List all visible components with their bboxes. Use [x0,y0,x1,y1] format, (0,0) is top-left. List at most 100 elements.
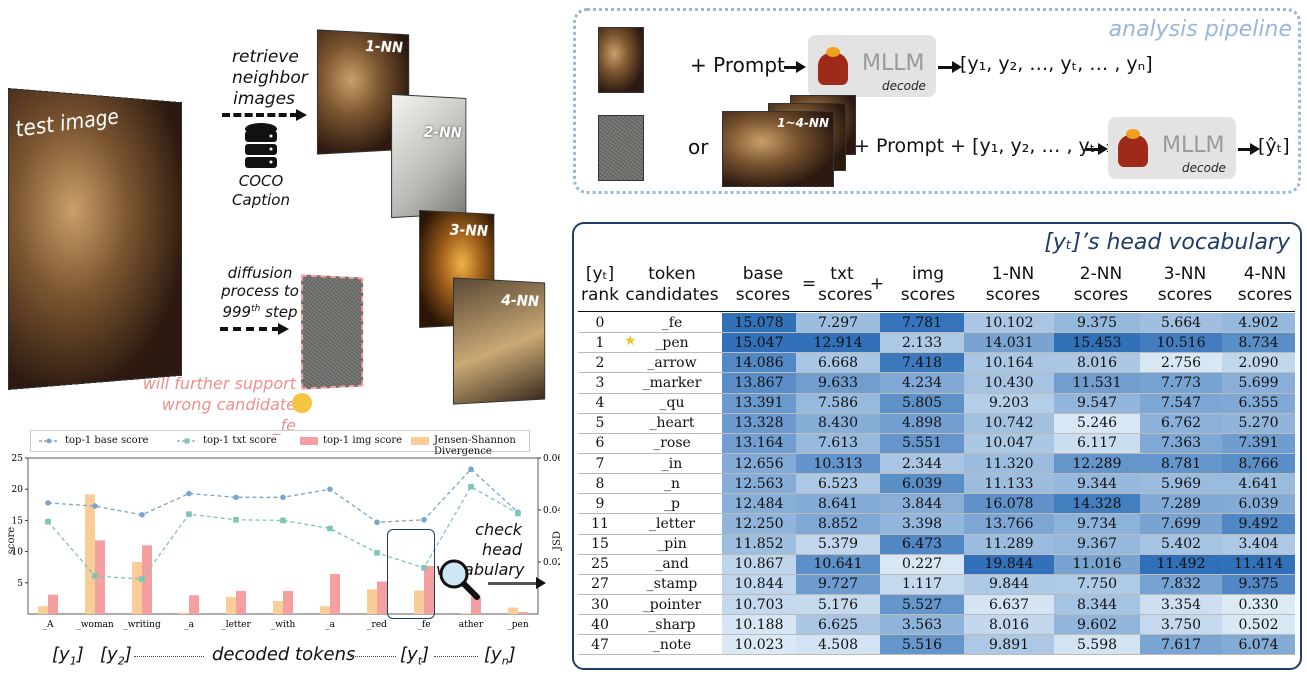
base-score-point [468,466,474,473]
x-tick-label: _pen [507,620,529,630]
score-cell: 16.078 [964,493,1054,514]
token-cell: _p [622,494,722,514]
prompt1-arrow [784,61,806,73]
txt-score-point [45,518,51,525]
header-col-5-line-0: + [869,274,885,294]
header-col-1-line-1: candidates [625,285,719,305]
score-cell: 5.805 [880,393,964,414]
base-score-point [374,519,380,526]
score-cell: 8.641 [796,493,880,514]
header-col-1: token candidates [622,264,722,306]
score-chart: _A _woman _writing _a _letter _with _a _red _fe a… [12,454,560,630]
or-label: or [688,135,709,159]
header-col-7-line-1: scores [985,285,1041,305]
rank-cell: 40 [591,616,609,633]
table-row: 9 _p 12.484 8.641 3.844 16.078 14.328 7.289 6.03… [578,493,1295,514]
score-cell: 7.418 [880,352,964,373]
x-tick-label: _red [367,620,387,630]
score-cell: 1.117 [880,574,964,595]
pipeline-output-2: [ŷₜ] [1258,135,1290,157]
rank-cell: 9 [595,495,605,512]
rank-cell: 4 [595,395,605,412]
score-cell: 13.391 [722,393,796,414]
dotted-line-3 [434,656,478,657]
yt-bracket: [y [400,644,418,665]
score-cell: 11.320 [964,453,1054,474]
rank-cell: 47 [591,636,609,653]
header-col-0: [yₜ] rank [578,264,622,306]
header-col-4-line-1: scores [818,285,873,305]
score-cell: 8.781 [1140,453,1222,474]
retrieve-label-line2: neighbor [232,68,308,88]
score-cell: 5.516 [880,634,964,655]
score-cell: 5.699 [1222,372,1295,394]
chart-legend: top-1 base score top-1 txt score top-1 i… [30,430,530,457]
nn4-image: 4-NN [452,277,546,405]
score-cell: 10.430 [964,372,1054,394]
rank-cell: 5 [595,415,605,432]
header-col-10: 4-NN scores [1226,264,1300,306]
y2-tick-label: 0.04 [543,506,560,516]
diffusion-step: 999 [222,303,252,321]
legend-jsd: Jensen-Shannon Divergence [434,435,516,457]
txt-score-point [327,525,333,532]
diffusion-line2: process to [221,282,299,300]
img-score-bar [330,574,340,614]
header-col-9-line-1: scores [1157,285,1213,305]
score-cell: 9.375 [1222,574,1295,595]
nn4-label: 4-NN [501,291,540,311]
token-cell: _sharp [622,615,722,635]
legend-txt: top-1 txt score [203,435,277,446]
score-cell: 6.355 [1222,393,1295,414]
jsd-bar [414,590,424,614]
score-cell: 8.766 [1222,453,1295,474]
score-cell: 6.473 [880,534,964,555]
x-tick-label: _a [184,620,195,630]
token-cell: _letter [622,514,722,534]
diffusion-label: diffusion process to 999th step [218,264,302,321]
token-cell: _fe [622,313,722,333]
pipeline-panel: analysis pipeline + Prompt MLLM decode [… [573,8,1301,194]
y-axis-label: score [6,526,18,555]
score-cell: 10.188 [722,614,796,635]
txt-score-point [468,483,474,490]
jsd-bar [132,562,142,614]
legend-img: top-1 img score [323,435,403,446]
test-image-label: test image [13,105,121,143]
x-tick-label: _A [43,620,55,630]
score-cell: 10.023 [722,634,796,655]
header-col-0-line-1: rank [580,285,620,305]
token-text: _in [661,455,683,472]
base-score-point [186,490,192,497]
token-cell: _pin [622,534,722,554]
rank-cell: 1 [595,334,605,351]
y1-bracket: [y [52,644,70,665]
score-cell: 4.898 [880,413,964,434]
x-tick-label: _fe [417,620,430,630]
txt-score-point [233,516,239,523]
score-cell: 11.133 [964,473,1054,494]
diffusion-step-word: step [260,303,298,321]
table-row: 1 ★ _pen 15.047 12.914 2.133 14.031 15.453 10.51… [578,332,1295,353]
score-cell: 10.164 [964,352,1054,373]
score-cell: 8.016 [964,614,1054,635]
score-cell: 0.330 [1222,594,1295,615]
token-cell: _marker [622,373,722,393]
txt-score-point [139,576,145,582]
x-tick-label: _letter [221,620,251,630]
score-cell: 10.516 [1140,332,1222,353]
diffusion-arrow [220,323,289,335]
token-cell: ★ _pen [622,333,722,353]
score-cell: 6.117 [1054,433,1140,454]
magnifier-icon [436,556,480,600]
token-text: _rose [653,435,691,452]
token-cell: _in [622,453,722,473]
mllm-name-2: MLLM [1162,133,1225,158]
score-cell: 13.766 [964,513,1054,535]
table-row: 40 _sharp 10.188 6.625 3.563 8.016 9.602 3.750 0… [578,614,1295,635]
score-cell: 11.852 [722,534,796,555]
header-col-8-line-1: scores [1073,285,1129,305]
rank-cell: 8 [595,475,605,492]
x-tick-label: _woman [76,620,114,630]
header-col-3: = [800,274,818,295]
